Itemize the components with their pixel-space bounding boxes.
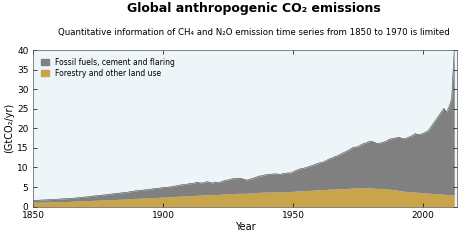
Y-axis label: (GtCO₂/yr): (GtCO₂/yr) bbox=[4, 103, 14, 153]
X-axis label: Year: Year bbox=[235, 222, 255, 232]
Legend: Fossil fuels, cement and flaring, Forestry and other land use: Fossil fuels, cement and flaring, Forest… bbox=[37, 54, 178, 81]
Text: Quantitative information of CH₄ and N₂O emission time series from 1850 to 1970 i: Quantitative information of CH₄ and N₂O … bbox=[58, 28, 449, 37]
Text: Global anthropogenic CO₂ emissions: Global anthropogenic CO₂ emissions bbox=[127, 2, 380, 15]
